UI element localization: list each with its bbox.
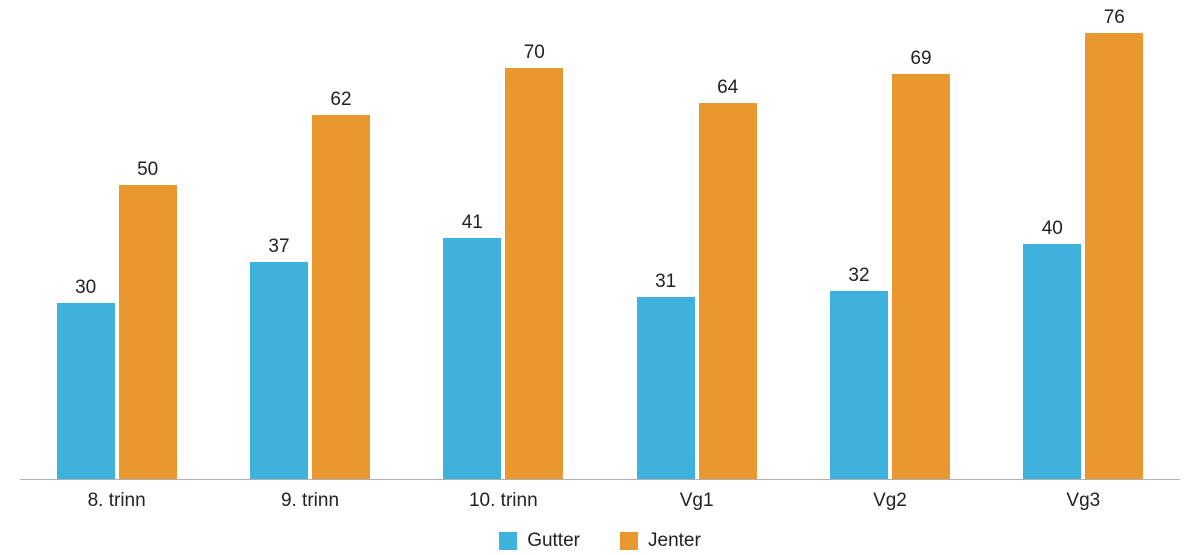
bar-group: 3762 <box>213 10 406 479</box>
bar: 41 <box>443 238 501 479</box>
bar-group: 4076 <box>987 10 1180 479</box>
x-axis-label: Vg1 <box>600 490 793 512</box>
bar-group: 3269 <box>793 10 986 479</box>
bar: 50 <box>119 185 177 479</box>
x-axis-label: 10. trinn <box>407 490 600 512</box>
bar-value-label: 32 <box>848 265 869 287</box>
bar-value-label: 50 <box>137 159 158 181</box>
bar-value-label: 69 <box>910 48 931 70</box>
bar-value-label: 76 <box>1104 7 1125 29</box>
bar-value-label: 30 <box>75 277 96 299</box>
bar-value-label: 41 <box>462 212 483 234</box>
legend-label: Gutter <box>527 530 580 552</box>
legend-item: Gutter <box>499 530 580 552</box>
bar-value-label: 37 <box>268 236 289 258</box>
bar-value-label: 40 <box>1042 218 1063 240</box>
bar: 76 <box>1085 33 1143 480</box>
bar: 31 <box>637 297 695 479</box>
x-axis-label: 9. trinn <box>213 490 406 512</box>
x-axis-label: Vg3 <box>987 490 1180 512</box>
bar: 64 <box>699 103 757 479</box>
bar: 32 <box>830 291 888 479</box>
legend-swatch <box>499 532 517 550</box>
bar-value-label: 31 <box>655 271 676 293</box>
bar: 30 <box>57 303 115 479</box>
bar: 40 <box>1023 244 1081 479</box>
bar-group: 4170 <box>407 10 600 479</box>
legend-item: Jenter <box>620 530 701 552</box>
bar-group: 3164 <box>600 10 793 479</box>
bar-value-label: 70 <box>524 42 545 64</box>
grouped-bar-chart: 305037624170316432694076 8. trinn9. trin… <box>0 0 1200 555</box>
bar: 62 <box>312 115 370 479</box>
legend: Gutter Jenter <box>20 530 1180 552</box>
plot-area: 305037624170316432694076 <box>20 10 1180 480</box>
bar: 69 <box>892 74 950 479</box>
x-axis-label: 8. trinn <box>20 490 213 512</box>
legend-swatch <box>620 532 638 550</box>
bar-value-label: 64 <box>717 77 738 99</box>
x-axis-label: Vg2 <box>793 490 986 512</box>
x-axis-labels: 8. trinn9. trinn10. trinnVg1Vg2Vg3 <box>20 490 1180 512</box>
bar: 37 <box>250 262 308 479</box>
legend-label: Jenter <box>648 530 701 552</box>
bar-value-label: 62 <box>330 89 351 111</box>
bar: 70 <box>505 68 563 479</box>
bar-group: 3050 <box>20 10 213 479</box>
